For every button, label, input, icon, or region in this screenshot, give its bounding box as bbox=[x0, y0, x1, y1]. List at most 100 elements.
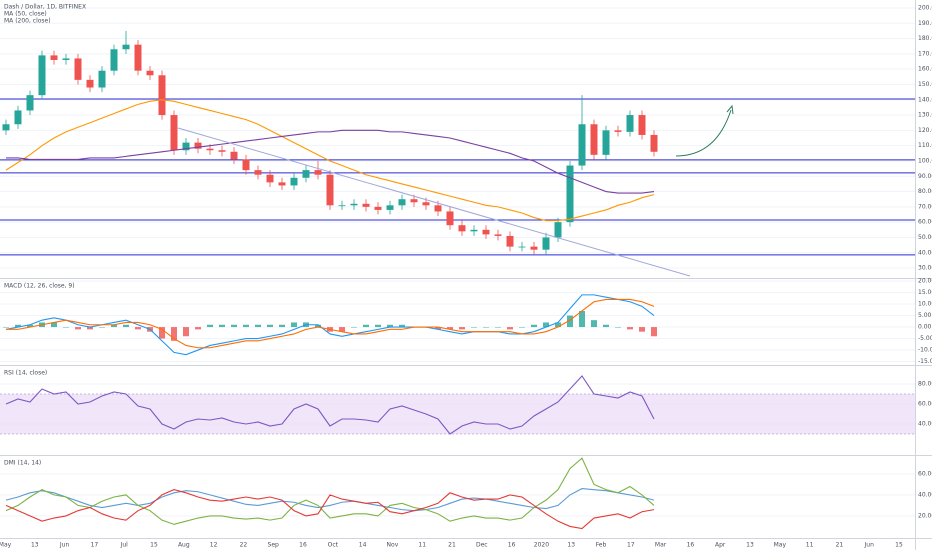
y-tick-label: 70.00 bbox=[918, 203, 932, 210]
series-line bbox=[6, 129, 655, 194]
y-tick-label: 130.00 bbox=[918, 112, 932, 119]
histogram-bar bbox=[243, 324, 249, 328]
x-tick-label: Oct bbox=[328, 542, 339, 549]
candle-body bbox=[626, 115, 634, 132]
x-tick-label: 17 bbox=[627, 542, 635, 549]
candle-body bbox=[386, 205, 394, 210]
pane-title: DMI (14, 14) bbox=[4, 460, 41, 467]
candle-body bbox=[266, 174, 274, 183]
y-tick-label: 60.00 bbox=[918, 401, 932, 408]
x-tick-label: 11 bbox=[806, 542, 814, 549]
histogram-bar bbox=[159, 327, 165, 339]
x-tick-label: 21 bbox=[836, 542, 844, 549]
candle-body bbox=[566, 165, 574, 223]
series-line bbox=[5, 489, 655, 530]
histogram-bar bbox=[471, 327, 477, 328]
x-tick-label: 12 bbox=[210, 542, 218, 549]
x-tick-label: 14 bbox=[359, 542, 367, 549]
candle-body bbox=[74, 58, 82, 80]
y-tick-label: 0.00 bbox=[918, 324, 932, 331]
histogram-bar bbox=[315, 324, 321, 328]
histogram-bar bbox=[375, 324, 381, 328]
y-tick-label: 40.0000 bbox=[918, 491, 932, 498]
candle-body bbox=[458, 225, 466, 232]
candle-body bbox=[362, 203, 370, 207]
histogram-bar bbox=[291, 322, 297, 328]
candle-body bbox=[422, 202, 430, 206]
y-tick-label: 5.00 bbox=[918, 312, 932, 319]
candle-body bbox=[650, 134, 658, 152]
histogram-bar bbox=[27, 324, 33, 328]
x-tick-label: Feb bbox=[596, 542, 607, 549]
histogram-bar bbox=[267, 324, 273, 328]
candle-body bbox=[194, 142, 202, 149]
histogram-bar bbox=[135, 327, 141, 330]
x-tick-label: Mar bbox=[655, 542, 667, 549]
histogram-bar bbox=[171, 327, 177, 341]
candle-body bbox=[62, 58, 70, 60]
x-tick-label: Jun bbox=[59, 542, 70, 549]
pane-title: MACD (12, 26, close, 9) bbox=[4, 283, 75, 290]
x-tick-label: 13 bbox=[567, 542, 575, 549]
histogram-bar bbox=[615, 327, 621, 328]
histogram-bar bbox=[579, 310, 585, 328]
candle-body bbox=[398, 199, 406, 206]
candle-body bbox=[554, 222, 562, 238]
y-tick-label: 80.00 bbox=[918, 381, 932, 388]
projection-arrow bbox=[675, 109, 732, 157]
legend-entry: MA (200, close) bbox=[4, 18, 51, 25]
x-tick-label: 13 bbox=[746, 542, 754, 549]
y-tick-label: 30.00 bbox=[918, 265, 932, 272]
y-tick-label: 190.00 bbox=[918, 20, 932, 27]
y-tick-label: 80.00 bbox=[918, 188, 932, 195]
histogram-bar bbox=[507, 327, 513, 330]
arrow-head bbox=[726, 104, 734, 115]
candle-body bbox=[290, 177, 298, 186]
x-tick-label: Jul bbox=[120, 542, 129, 549]
x-tick-label: 11 bbox=[418, 542, 426, 549]
histogram-bar bbox=[639, 327, 645, 332]
candle-body bbox=[638, 115, 646, 135]
candle-body bbox=[614, 130, 622, 132]
candle-body bbox=[38, 55, 46, 96]
histogram-bar bbox=[15, 324, 21, 328]
candle-body bbox=[230, 151, 238, 160]
y-tick-label: 10.00 bbox=[918, 301, 932, 308]
x-tick-label: Aug bbox=[178, 542, 190, 549]
candle-body bbox=[158, 75, 166, 116]
histogram-bar bbox=[459, 327, 465, 330]
histogram-bar bbox=[231, 324, 237, 328]
legend-entry: MA (50, close) bbox=[4, 11, 47, 18]
candle-body bbox=[590, 124, 598, 155]
y-tick-label: 180.00 bbox=[918, 35, 932, 42]
histogram-bar bbox=[339, 327, 345, 332]
histogram-bar bbox=[195, 327, 201, 330]
candle-body bbox=[2, 124, 10, 131]
x-tick-label: 15 bbox=[150, 542, 158, 549]
candle-body bbox=[542, 237, 550, 250]
candle-body bbox=[14, 110, 22, 125]
marks bbox=[0, 30, 915, 530]
histogram-bar bbox=[591, 320, 597, 328]
series-line bbox=[5, 375, 655, 435]
histogram-bar bbox=[99, 327, 105, 328]
histogram-bar bbox=[111, 324, 117, 328]
candle-body bbox=[326, 174, 334, 206]
series-line bbox=[5, 99, 655, 222]
histogram-bar bbox=[3, 327, 9, 328]
x-tick-label: 22 bbox=[240, 542, 248, 549]
y-tick-label: 150.00 bbox=[918, 81, 932, 88]
y-tick-label: 60.00 bbox=[918, 219, 932, 226]
histogram-bar bbox=[63, 327, 69, 328]
histogram-bar bbox=[363, 324, 369, 328]
x-tick-label: Sep bbox=[268, 542, 280, 549]
candle-body bbox=[410, 199, 418, 203]
y-tick-label: 40.00 bbox=[918, 249, 932, 256]
candle-body bbox=[110, 49, 118, 71]
histogram-bar bbox=[399, 324, 405, 328]
x-tick-label: 13 bbox=[31, 542, 39, 549]
x-tick-label: 16 bbox=[299, 542, 307, 549]
y-tick-label: 90.00 bbox=[918, 173, 932, 180]
y-tick-label: 40.00 bbox=[918, 421, 932, 428]
